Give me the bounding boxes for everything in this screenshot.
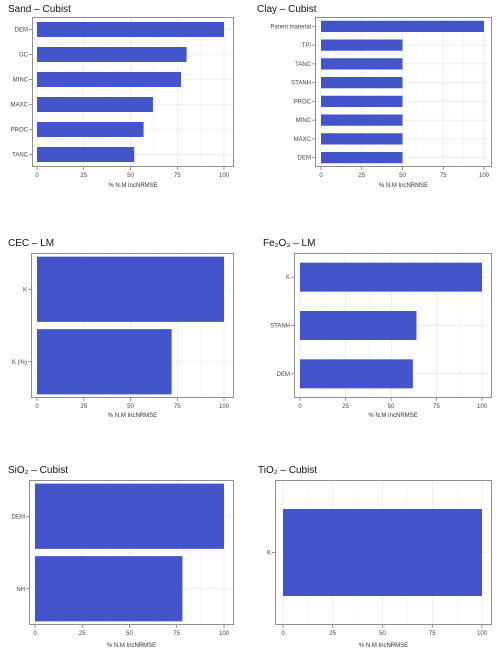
- x-tick-label: 25: [358, 173, 365, 179]
- y-tick-label: DEM: [12, 514, 25, 520]
- y-tick-label: GC: [19, 53, 29, 59]
- x-tick-label: 25: [80, 404, 87, 410]
- x-tick-label: 75: [173, 631, 180, 637]
- y-tick-label: PROC: [294, 99, 312, 105]
- x-tick-label: 100: [219, 631, 230, 637]
- bar: [321, 58, 403, 70]
- x-tick-label: 50: [379, 631, 386, 637]
- x-axis-label: % N.M IncNRMSE: [368, 413, 418, 419]
- bar: [35, 483, 224, 549]
- x-tick-label: 100: [219, 404, 230, 410]
- y-tick-label: Parent material: [270, 24, 311, 30]
- bar: [321, 20, 484, 32]
- x-tick-label: 0: [319, 173, 323, 179]
- x-axis-label: % N.M IncNRMSE: [106, 643, 157, 649]
- x-tick-label: 0: [298, 404, 302, 410]
- x-tick-label: 100: [477, 404, 488, 410]
- chart-title: SiO₂ – Cubist: [8, 465, 69, 476]
- x-tick-label: 100: [219, 173, 230, 179]
- x-tick-label: 25: [329, 631, 336, 637]
- bar: [37, 256, 224, 322]
- bar: [283, 509, 482, 596]
- bar: [300, 262, 482, 292]
- x-axis-label: % N.M IncNRMSE: [378, 183, 429, 189]
- y-tick-label: DEM: [298, 156, 311, 162]
- bar: [321, 114, 403, 126]
- bar: [321, 77, 403, 89]
- y-tick-label: K: [286, 275, 290, 281]
- y-tick-label: MAXC: [11, 103, 29, 109]
- x-tick-label: 0: [281, 631, 285, 637]
- bar: [300, 311, 417, 340]
- bar: [37, 329, 172, 395]
- y-tick-label: MINC: [13, 78, 29, 84]
- bar: [37, 122, 144, 137]
- x-tick-label: 75: [440, 173, 447, 179]
- y-tick-label: TPI: [302, 43, 312, 49]
- x-tick-label: 0: [35, 404, 39, 410]
- x-axis-label: % N.M IncNRMSE: [358, 643, 409, 649]
- chart-title: Clay – Cubist: [257, 4, 317, 15]
- x-tick-label: 75: [429, 631, 436, 637]
- bar: [37, 47, 187, 62]
- bar: [321, 95, 403, 107]
- y-tick-label: DEM: [277, 372, 290, 378]
- y-tick-label: NH: [16, 587, 25, 593]
- y-tick-label: STANH: [270, 324, 290, 330]
- y-tick-label: TANC: [295, 62, 312, 68]
- x-axis-label: % N.M IncNRMSE: [107, 413, 158, 419]
- x-axis-label: % N.M IncNRMSE: [108, 183, 158, 189]
- x-tick-label: 75: [174, 173, 181, 179]
- y-tick-label: K: [23, 287, 27, 293]
- x-tick-label: 25: [342, 404, 349, 410]
- chart-title: CEC – LM: [8, 238, 55, 249]
- x-tick-label: 50: [388, 404, 395, 410]
- x-tick-label: 50: [127, 404, 134, 410]
- x-tick-label: 0: [35, 173, 39, 179]
- y-tick-label: PROC: [11, 128, 29, 134]
- bar: [300, 359, 413, 389]
- bar: [37, 147, 135, 162]
- y-tick-label: MINC: [296, 118, 312, 124]
- bar: [321, 39, 403, 51]
- y-tick-label: K (%): [12, 360, 27, 366]
- bar: [321, 133, 403, 145]
- y-tick-label: MAXC: [294, 137, 312, 143]
- chart-title: TiO₂ – Cubist: [258, 465, 318, 476]
- bar: [321, 152, 403, 164]
- y-tick-label: K: [267, 551, 271, 557]
- bar: [35, 556, 183, 622]
- x-tick-label: 50: [126, 631, 133, 637]
- bar: [37, 97, 153, 112]
- bar: [37, 72, 181, 87]
- bar: [37, 22, 224, 37]
- x-tick-label: 100: [477, 631, 488, 637]
- plot-area: [32, 17, 234, 167]
- chart-title: Fe₂O₃ – LM: [263, 238, 316, 249]
- x-tick-label: 50: [399, 173, 406, 179]
- x-tick-label: 100: [479, 173, 490, 179]
- y-tick-label: STANH: [291, 81, 311, 87]
- x-tick-label: 0: [33, 631, 37, 637]
- x-tick-label: 75: [174, 404, 181, 410]
- x-tick-label: 25: [79, 631, 86, 637]
- x-tick-label: 75: [433, 404, 440, 410]
- y-tick-label: TANC: [12, 153, 29, 159]
- x-tick-label: 50: [127, 173, 134, 179]
- y-tick-label: DEM: [15, 28, 28, 34]
- x-tick-label: 25: [80, 173, 87, 179]
- chart-title: Sand – Cubist: [8, 4, 71, 15]
